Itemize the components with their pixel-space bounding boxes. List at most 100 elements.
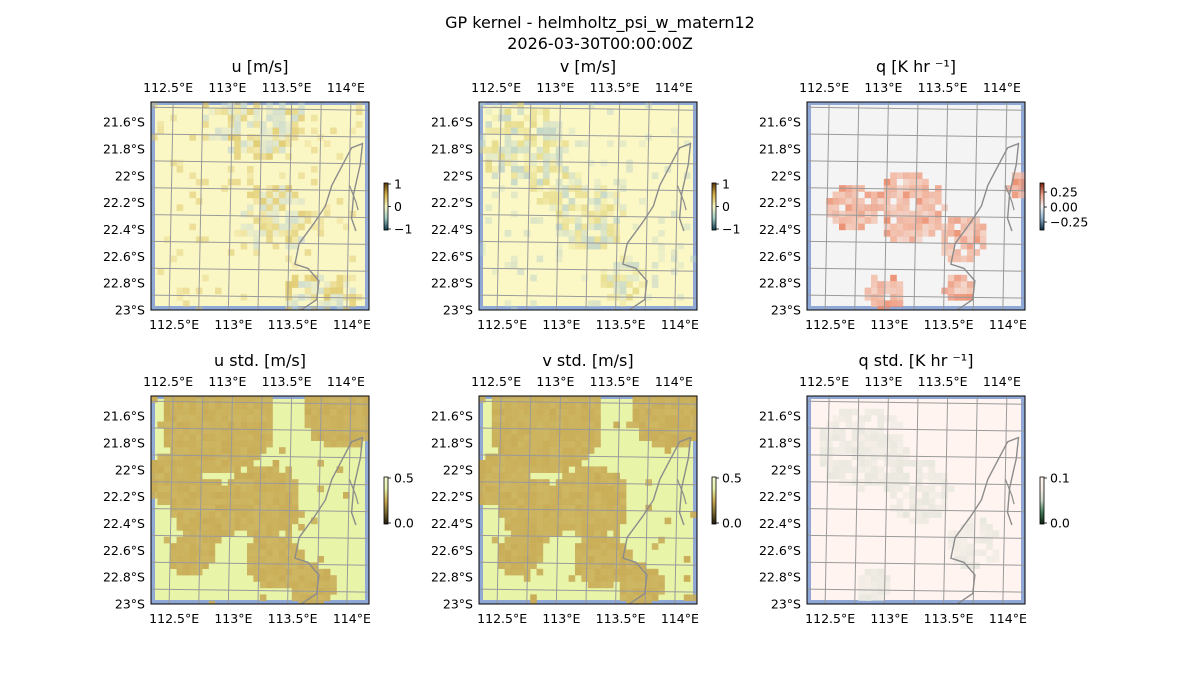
field-cells: [826, 172, 1025, 310]
x-tick-label-top: 112.5°E: [471, 80, 521, 95]
y-tick-label: 23°S: [115, 303, 145, 318]
island-outline: [348, 184, 359, 211]
x-tick-label-top: 114°E: [655, 80, 693, 95]
figure-title: GP kernel - helmholtz_psi_w_matern12: [445, 13, 755, 33]
y-tick-label: 22.6°S: [103, 543, 145, 558]
gridlines: [479, 102, 697, 310]
colorbar-tick-label: 0.5: [394, 471, 414, 486]
y-tick-label: 22.2°S: [759, 489, 801, 504]
x-tick-label-bottom: 114°E: [333, 611, 371, 626]
x-tick-label-bottom: 113°E: [214, 317, 252, 332]
y-tick-label: 21.6°S: [103, 115, 145, 130]
colorbar-tick-label: 0.0: [394, 516, 414, 531]
colorbar: 0.5 0.0: [711, 471, 742, 531]
colorbar-tick-label: −1: [722, 222, 740, 237]
x-tick-label-top: 114°E: [655, 374, 693, 389]
panel-4: u std. [m/s] 112.5°E 112.5°E 113°E 113°E 113.…: [103, 351, 414, 626]
panel-title: v std. [m/s]: [542, 351, 633, 370]
x-tick-label-bottom: 113.5°E: [924, 317, 974, 332]
x-tick-label-top: 113.5°E: [262, 374, 312, 389]
y-tick-label: 22.2°S: [431, 195, 473, 210]
y-tick-label: 22.2°S: [103, 195, 145, 210]
y-tick-label: 22.4°S: [103, 516, 145, 531]
x-tick-label-top: 112.5°E: [143, 374, 193, 389]
gridlines: [151, 396, 369, 604]
panel-2: v [m/s]112.5°E112.5°E113°E113°E113.5°E11…: [431, 57, 740, 332]
x-tick-label-bottom: 113°E: [214, 611, 252, 626]
x-tick-label-bottom: 112.5°E: [805, 317, 855, 332]
y-tick-label: 23°S: [443, 303, 473, 318]
x-tick-label-top: 112.5°E: [471, 374, 521, 389]
x-tick-label-bottom: 112.5°E: [805, 611, 855, 626]
y-tick-label: 22°S: [443, 168, 473, 183]
x-tick-label-bottom: 113.5°E: [268, 317, 318, 332]
y-tick-label: 22°S: [115, 168, 145, 183]
panel-6: q std. [K hr ⁻¹] 112.5°E 112.5°E 113°E 113°E…: [759, 351, 1070, 626]
colorbar-tick-label: −1: [394, 222, 412, 237]
axes-frame: [806, 395, 1026, 605]
y-tick-label: 23°S: [115, 597, 145, 612]
x-tick-label-bottom: 112.5°E: [149, 611, 199, 626]
y-tick-label: 21.8°S: [431, 141, 473, 156]
colorbar: 0.250.00−0.25: [1039, 182, 1088, 231]
y-tick-label: 22.4°S: [431, 516, 473, 531]
colorbar-tick-label: 0.5: [722, 471, 742, 486]
y-tick-label: 22.8°S: [431, 276, 473, 291]
colorbar: 0.5 0.0: [383, 471, 414, 531]
coastline: [294, 436, 364, 604]
x-tick-label-bottom: 114°E: [661, 611, 699, 626]
field-cells: [479, 396, 697, 604]
field-cells: [479, 102, 697, 310]
x-tick-label-top: 114°E: [327, 374, 365, 389]
colorbar: 0.1 0.0: [1039, 471, 1070, 531]
coastline: [622, 436, 692, 604]
colorbar-gradient: [383, 476, 389, 525]
panel-title: v [m/s]: [560, 57, 616, 76]
y-tick-label: 22.2°S: [759, 195, 801, 210]
y-tick-label: 22.8°S: [759, 570, 801, 585]
x-tick-label-top: 114°E: [327, 80, 365, 95]
y-tick-label: 21.8°S: [431, 435, 473, 450]
figure-subtitle: 2026-03-30T00:00:00Z: [507, 34, 693, 53]
colorbar: 1 0 −1: [383, 177, 412, 237]
y-tick-label: 21.8°S: [103, 435, 145, 450]
y-tick-label: 21.8°S: [759, 435, 801, 450]
island-outline: [348, 478, 359, 505]
x-tick-label-top: 113°E: [208, 374, 246, 389]
panel-title: u [m/s]: [231, 57, 288, 76]
coastline: [950, 436, 1020, 604]
coastline: [622, 142, 692, 310]
colorbar-tick-label: 0: [722, 199, 730, 214]
x-tick-label-bottom: 114°E: [661, 317, 699, 332]
colorbar-tick-label: 0.00: [1050, 200, 1078, 215]
colorbar-gradient: [1039, 476, 1045, 525]
y-tick-label: 22.6°S: [759, 543, 801, 558]
x-tick-label-top: 113.5°E: [918, 80, 968, 95]
y-tick-label: 22.8°S: [759, 276, 801, 291]
x-tick-label-bottom: 113°E: [542, 611, 580, 626]
colorbar-gradient: [383, 182, 389, 231]
y-tick-label: 22.4°S: [103, 222, 145, 237]
colorbar-tick-label: 1: [722, 177, 730, 192]
y-tick-label: 21.6°S: [103, 409, 145, 424]
y-tick-label: 22.6°S: [103, 249, 145, 264]
colorbar-gradient: [1039, 182, 1045, 231]
y-tick-label: 22.8°S: [103, 570, 145, 585]
panel-title: q [K hr ⁻¹]: [876, 57, 956, 76]
y-tick-label: 22.6°S: [431, 249, 473, 264]
field-cells: [151, 396, 369, 604]
colorbar-gradient: [711, 182, 717, 231]
gridlines: [807, 396, 1025, 604]
colorbar-tick-label: −0.25: [1050, 215, 1088, 230]
y-tick-label: 21.6°S: [431, 409, 473, 424]
y-tick-label: 22.6°S: [759, 249, 801, 264]
x-tick-label-top: 113°E: [864, 80, 902, 95]
colorbar-gradient: [711, 476, 717, 525]
x-tick-label-top: 113°E: [864, 374, 902, 389]
x-tick-label-bottom: 114°E: [989, 317, 1027, 332]
y-tick-label: 22.8°S: [431, 570, 473, 585]
x-tick-label-top: 113.5°E: [590, 374, 640, 389]
axes-frame: [806, 101, 1026, 311]
colorbar-tick-label: 0.25: [1050, 185, 1078, 200]
panel-title: u std. [m/s]: [214, 351, 306, 370]
